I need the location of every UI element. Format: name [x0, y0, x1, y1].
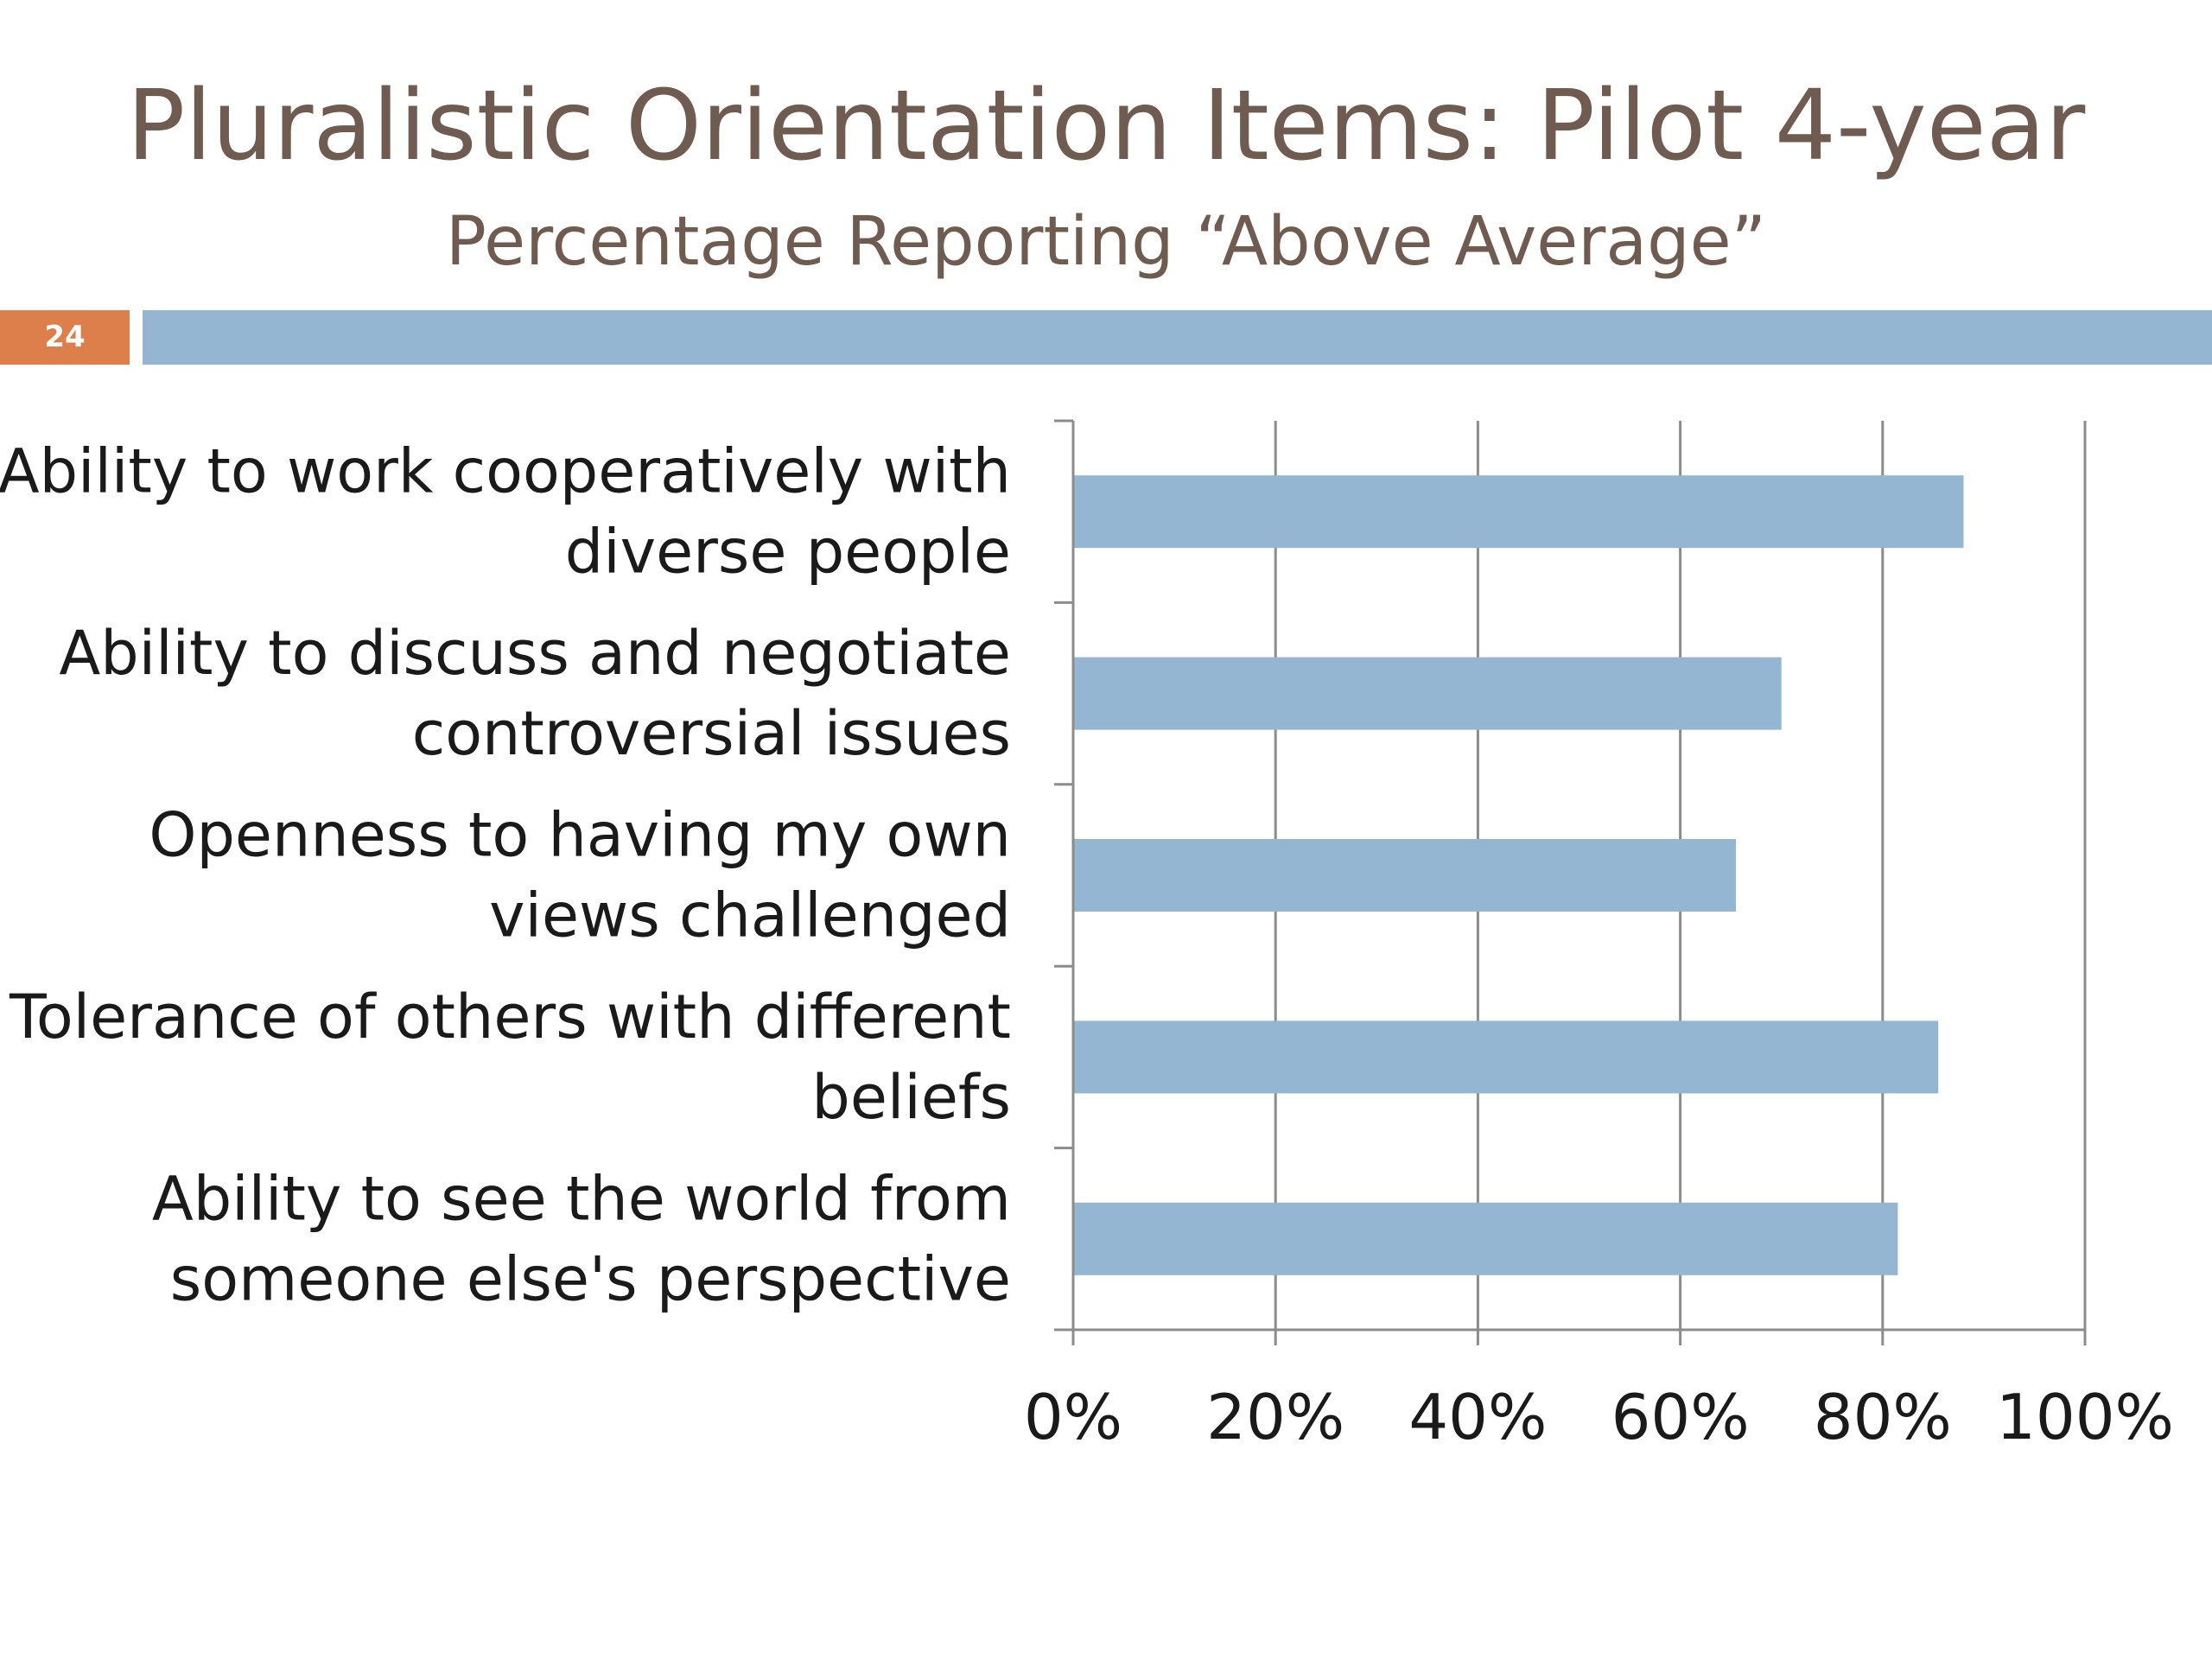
category-label: views challenged: [489, 880, 1011, 951]
bar: [1073, 657, 1782, 730]
x-tick-label: 100%: [1996, 1381, 2174, 1453]
x-tick-labels: 0% 20% 40% 60% 80% 100%: [1024, 1381, 2174, 1453]
category-label: Tolerance of others with different: [9, 982, 1011, 1052]
bar: [1073, 475, 1964, 549]
category-label: Ability to discuss and negotiate: [59, 618, 1011, 689]
header-bar: [143, 310, 2212, 365]
category-label: Openness to having my own: [149, 800, 1011, 871]
category-label: controversial issues: [412, 698, 1011, 769]
category-label: Ability to see the world from: [152, 1163, 1011, 1234]
category-label: someone else's perspective: [170, 1243, 1011, 1314]
bars: [1073, 475, 1964, 1275]
axes: [1054, 419, 2087, 1345]
x-tick-label: 40%: [1408, 1381, 1547, 1453]
category-label: Ability to work cooperatively with: [0, 436, 1011, 507]
bar: [1073, 1020, 1939, 1094]
category-label: diverse people: [565, 517, 1011, 588]
x-tick-label: 0%: [1024, 1381, 1122, 1453]
slide-subtitle: Percentage Reporting “Above Average”: [445, 203, 1767, 281]
category-label: beliefs: [811, 1062, 1011, 1133]
bar: [1073, 1202, 1898, 1275]
x-tick-label: 60%: [1611, 1381, 1750, 1453]
x-tick-label: 20%: [1206, 1381, 1344, 1453]
bar: [1073, 839, 1737, 912]
x-tick-label: 80%: [1814, 1381, 1952, 1453]
slide-number-badge: 24: [0, 310, 130, 365]
slide-title: Pluralistic Orientation Items: Pilot 4-y…: [126, 70, 2086, 182]
category-labels: Ability to work cooperatively with divers…: [0, 436, 1011, 1315]
